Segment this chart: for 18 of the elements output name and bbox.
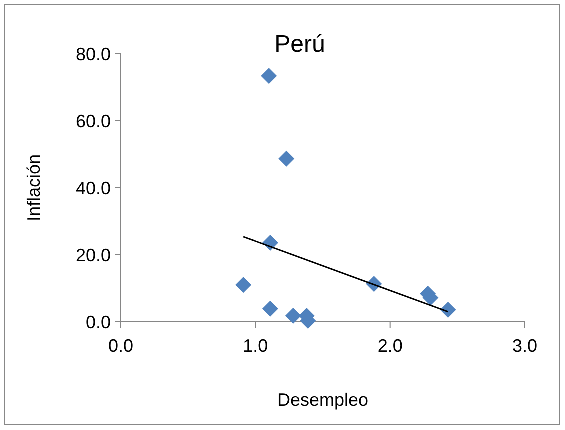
point	[440, 302, 456, 318]
point	[285, 308, 302, 324]
point	[236, 277, 252, 294]
x-tick-label: 1.0	[243, 336, 268, 356]
y-tick-label: 40.0	[76, 178, 111, 198]
x-axis-title: Desempleo	[277, 390, 369, 410]
y-tick-label: 20.0	[76, 245, 111, 266]
point	[262, 300, 278, 317]
y-axis-title: Inflación	[24, 154, 44, 222]
y-tick-label: 80.0	[76, 44, 111, 64]
chart-title: Perú	[274, 31, 326, 58]
y-tick-label: 0.0	[86, 312, 111, 332]
point	[261, 68, 278, 84]
x-tick-label: 2.0	[378, 336, 403, 356]
x-tick-label: 0.0	[108, 336, 134, 356]
x-tick-label: 3.0	[512, 336, 538, 356]
point	[278, 150, 295, 167]
y-tick-label: 60.0	[76, 111, 111, 132]
